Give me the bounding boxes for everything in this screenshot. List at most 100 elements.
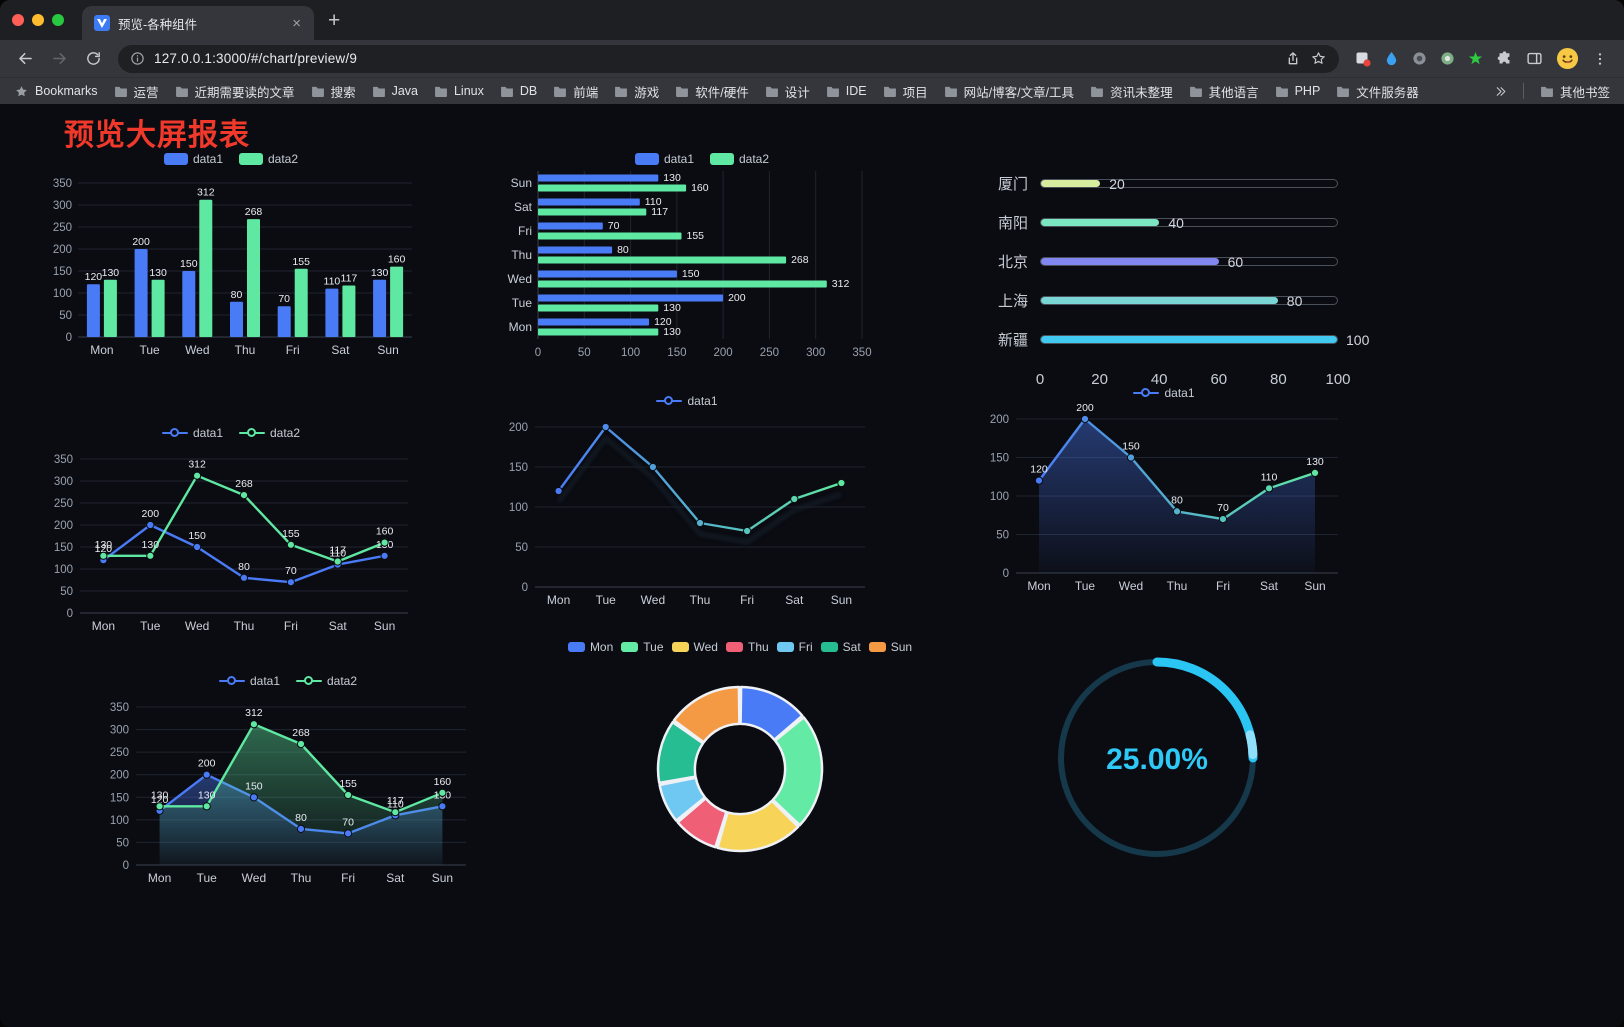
legend-item[interactable]: data1 [1133, 386, 1195, 400]
progress-chart[interactable]: 厦门 20 南阳 40 北京 60 上海 80 新疆 100 0 20 40 60 80 100 [990, 162, 1369, 392]
legend-item[interactable]: data1 [163, 152, 223, 166]
legend-rect-swatch [820, 641, 838, 652]
svg-text:300: 300 [53, 200, 72, 212]
legend-rect-swatch [776, 641, 794, 652]
legend-line-swatch [218, 675, 245, 687]
bookmark-folder[interactable]: 网站/博客/文章/工具 [944, 82, 1074, 101]
browser-tab[interactable]: 预览-各种组件 × [82, 6, 314, 40]
extensions-area [1349, 47, 1614, 70]
back-button[interactable] [10, 44, 40, 74]
extension-icon-3[interactable] [1412, 51, 1427, 66]
svg-text:Mon: Mon [92, 619, 115, 633]
legend-item[interactable]: Fri [776, 640, 813, 654]
close-window-button[interactable] [12, 14, 24, 26]
extensions-puzzle-icon[interactable] [1496, 50, 1513, 67]
svg-text:Sat: Sat [329, 619, 348, 633]
dual-line-chart[interactable]: 0 50 100 150 200 250 300 350 Mon Tue Wed Thu Fri Sat S… [42, 441, 420, 640]
bookmark-label: Java [391, 84, 418, 98]
gradient-line-chart[interactable]: 0 50 100 150 200 Mon Tue Wed Thu Fri Sat Sun [497, 409, 877, 614]
legend-item[interactable]: data2 [710, 152, 769, 166]
bookmark-folder[interactable]: 游戏 [614, 82, 659, 101]
bookmark-label: IDE [845, 84, 867, 98]
progress-track: 80 [1040, 293, 1338, 309]
legend-item[interactable]: Thu [725, 640, 769, 654]
bookmark-folder[interactable]: 运营 [114, 82, 159, 101]
svg-text:Mon: Mon [509, 320, 532, 334]
new-tab-button[interactable]: + [328, 8, 341, 32]
horizontal-bar-chart[interactable]: 0 50 100 150 200 250 300 350 Mon 120 130 Tue 200 130 W… [504, 167, 900, 366]
bookmark-folder[interactable]: 设计 [765, 82, 810, 101]
legend-label: Mon [589, 639, 614, 654]
address-bar[interactable]: 127.0.0.1:3000/#/chart/preview/9 [118, 44, 1339, 73]
legend-item[interactable]: Wed [671, 640, 718, 654]
bookmark-label: 软件/硬件 [695, 85, 749, 100]
bookmark-folder[interactable]: 软件/硬件 [675, 82, 749, 101]
bookmark-folder[interactable]: DB [500, 84, 537, 98]
site-info-icon[interactable] [130, 51, 145, 66]
bookmark-item-bookmarks[interactable]: Bookmarks [14, 84, 98, 99]
extension-icon-2[interactable] [1384, 51, 1399, 66]
legend-item[interactable]: Tue [621, 640, 664, 654]
tab-close-icon[interactable]: × [292, 14, 301, 32]
reload-button[interactable] [78, 44, 108, 74]
bookmark-folder[interactable]: 其他语言 [1189, 82, 1259, 101]
extension-icon-4[interactable] [1440, 51, 1455, 66]
legend-item[interactable]: data2 [239, 152, 298, 166]
zoom-window-button[interactable] [52, 14, 64, 26]
svg-text:100: 100 [990, 491, 1009, 503]
legend-item[interactable]: data2 [296, 674, 357, 688]
browser-menu-icon[interactable] [1592, 51, 1608, 67]
extension-icon-1[interactable] [1355, 51, 1371, 67]
other-bookmarks[interactable]: 其他书签 [1540, 82, 1610, 101]
bookmark-folder[interactable]: 近期需要读的文章 [175, 82, 295, 101]
bookmark-star-icon[interactable] [1310, 50, 1327, 67]
forward-button[interactable] [44, 44, 74, 74]
bookmark-folder[interactable]: Linux [434, 84, 484, 98]
bookmark-folder[interactable]: PHP [1275, 84, 1320, 98]
bookmark-folder[interactable]: 搜索 [311, 82, 356, 101]
legend-item[interactable]: data1 [161, 426, 223, 440]
svg-text:268: 268 [235, 478, 253, 490]
svg-text:Sat: Sat [514, 200, 533, 214]
axis-tick: 0 [1035, 371, 1045, 388]
bookmark-folder[interactable]: 前端 [553, 82, 598, 101]
share-icon[interactable] [1285, 51, 1301, 67]
donut-chart-panel: Mon Tue Wed Thu Fri Sat Sun [545, 638, 935, 880]
legend-item[interactable]: data1 [218, 673, 280, 688]
bookmarks-overflow-chevron[interactable] [1494, 85, 1507, 98]
bookmark-folder[interactable]: 文件服务器 [1336, 82, 1419, 101]
dual-area-line-chart[interactable]: 0 50 100 150 200 250 300 350 Mon Tue Wed Thu Fri Sat S… [98, 689, 478, 892]
bookmark-folder[interactable]: 项目 [883, 82, 928, 101]
area-line-chart[interactable]: 0 50 100 150 200 Mon Tue Wed Thu Fri Sat Sun 120 200 1… [978, 401, 1350, 600]
bookmark-folder[interactable]: Java [372, 84, 418, 98]
svg-text:100: 100 [53, 288, 72, 300]
profile-avatar[interactable] [1556, 47, 1579, 70]
svg-text:Mon: Mon [1027, 579, 1050, 593]
svg-text:268: 268 [292, 727, 310, 739]
legend-item[interactable]: Sun [868, 639, 913, 654]
svg-text:Sat: Sat [785, 593, 804, 607]
grouped-bar-chart[interactable]: 0 50 100 150 200 250 300 350 Mon Tue Wed Thu Fri Sat S… [42, 167, 420, 364]
extension-icon-5[interactable] [1468, 51, 1483, 66]
gauge-chart[interactable]: 25.00% [1040, 644, 1274, 877]
folder-icon [175, 86, 189, 97]
legend-label: data1 [249, 673, 280, 688]
svg-text:155: 155 [687, 230, 705, 242]
donut-chart[interactable] [545, 655, 935, 880]
progress-fill [1041, 297, 1278, 304]
url-text[interactable]: 127.0.0.1:3000/#/chart/preview/9 [154, 51, 358, 66]
bookmark-folder[interactable]: 资讯未整理 [1090, 82, 1173, 101]
bookmark-folder[interactable]: IDE [826, 84, 867, 98]
legend-item[interactable]: data1 [656, 394, 718, 408]
svg-text:120: 120 [85, 271, 103, 283]
folder-icon [1090, 86, 1104, 97]
svg-text:200: 200 [509, 422, 528, 434]
sidebar-toggle-icon[interactable] [1526, 50, 1543, 67]
legend-label: Sun [890, 639, 913, 654]
legend-rect-swatch [634, 152, 659, 165]
legend-item[interactable]: data1 [634, 152, 694, 166]
legend-item[interactable]: Mon [567, 639, 614, 654]
minimize-window-button[interactable] [32, 14, 44, 26]
legend-item[interactable]: Sat [820, 640, 861, 654]
legend-item[interactable]: data2 [239, 426, 300, 440]
